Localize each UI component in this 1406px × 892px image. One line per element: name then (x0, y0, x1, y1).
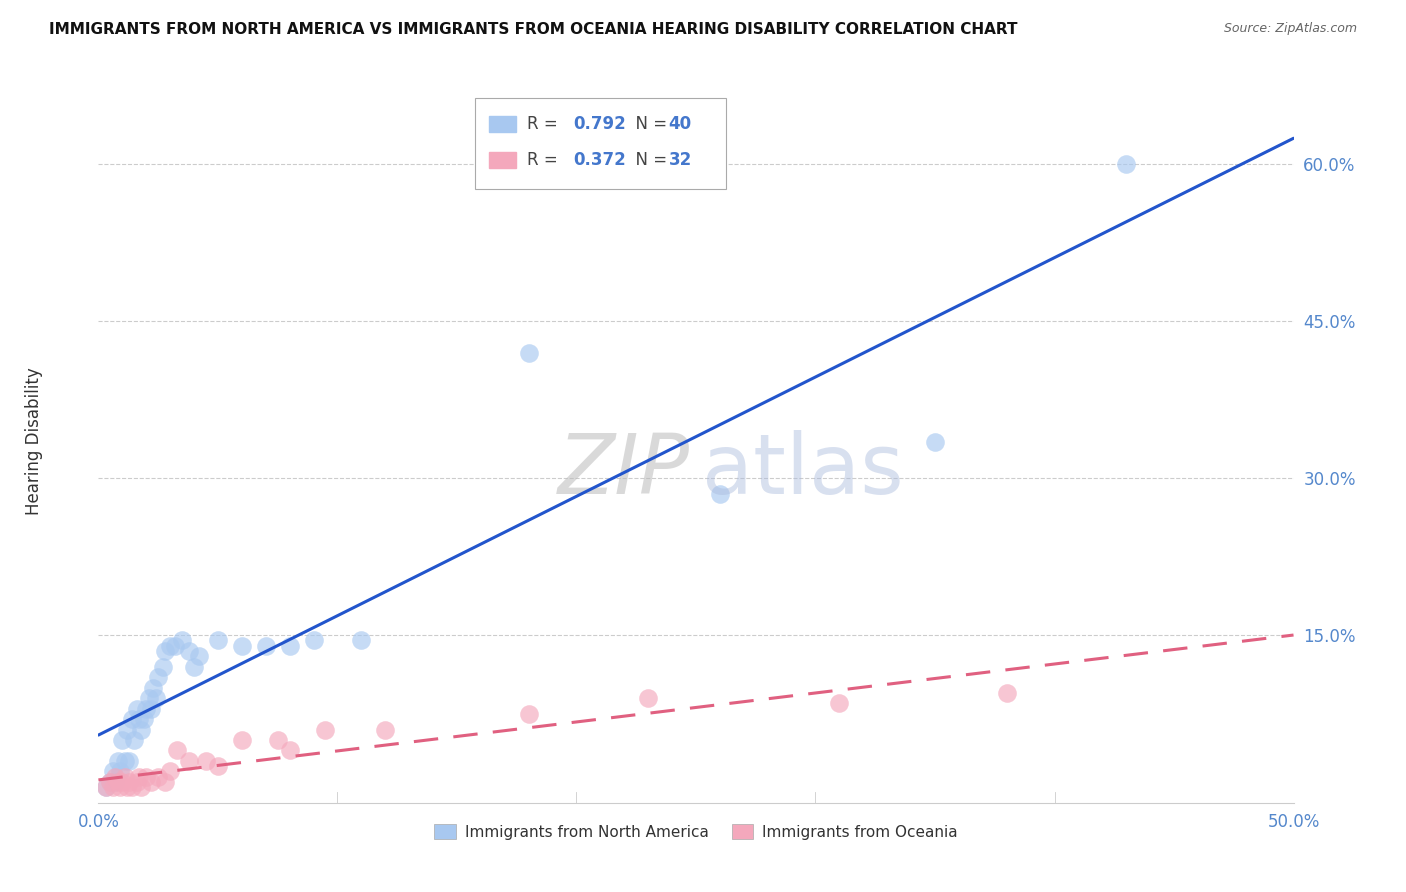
Point (104, 770, 127, 784)
Point (350, 633, 373, 648)
Point (108, 780, 131, 794)
Text: ZIP: ZIP (558, 430, 690, 511)
Point (187, 649, 209, 664)
Text: 0.372: 0.372 (572, 151, 626, 169)
Point (231, 733, 253, 747)
Point (159, 764, 181, 779)
Point (159, 639, 181, 653)
Point (104, 775, 127, 789)
Point (107, 754, 129, 768)
Point (108, 764, 131, 779)
Point (517, 706, 540, 721)
Point (115, 780, 138, 794)
Point (637, 691, 659, 706)
Point (139, 701, 162, 715)
Point (131, 780, 153, 794)
Point (1115, 157, 1137, 171)
Bar (489, 152, 516, 168)
Text: N =: N = (626, 151, 673, 169)
Text: 0.792: 0.792 (572, 115, 626, 133)
Point (995, 686, 1018, 700)
Point (101, 764, 124, 779)
Point (115, 723, 138, 737)
Point (302, 633, 325, 648)
Point (114, 770, 136, 784)
Point (111, 775, 134, 789)
Text: IMMIGRANTS FROM NORTH AMERICA VS IMMIGRANTS FROM OCEANIA HEARING DISABILITY CORR: IMMIGRANTS FROM NORTH AMERICA VS IMMIGRA… (49, 22, 1018, 37)
Point (139, 775, 162, 789)
Point (121, 780, 143, 794)
Text: 40: 40 (668, 115, 692, 133)
Point (135, 770, 157, 784)
Point (924, 434, 946, 449)
Point (94, 780, 117, 794)
Point (101, 780, 124, 794)
Point (163, 639, 186, 653)
FancyBboxPatch shape (475, 98, 725, 189)
Point (98, 775, 122, 789)
Point (128, 770, 150, 784)
Point (135, 701, 157, 715)
Point (118, 754, 141, 768)
Point (111, 733, 134, 747)
Point (145, 691, 167, 706)
Point (125, 775, 148, 789)
Point (172, 633, 194, 648)
Point (155, 644, 177, 658)
Y-axis label: Hearing Disability: Hearing Disability (25, 368, 42, 516)
Point (517, 345, 540, 359)
Text: N =: N = (626, 115, 673, 133)
Point (138, 691, 160, 706)
Point (107, 775, 129, 789)
Point (166, 743, 188, 757)
Point (98, 775, 122, 789)
Point (231, 639, 253, 653)
Point (155, 775, 177, 789)
Text: R =: R = (527, 151, 564, 169)
Point (179, 644, 201, 658)
Point (183, 659, 205, 673)
Point (828, 696, 851, 710)
Point (315, 723, 337, 737)
Text: 32: 32 (668, 151, 692, 169)
Text: Source: ZipAtlas.com: Source: ZipAtlas.com (1223, 22, 1357, 36)
Point (278, 639, 301, 653)
Point (374, 723, 396, 737)
Point (94, 780, 117, 794)
Point (207, 759, 229, 773)
Point (254, 639, 277, 653)
Point (195, 754, 218, 768)
Text: R =: R = (527, 115, 564, 133)
Point (131, 723, 153, 737)
Point (114, 754, 136, 768)
Point (118, 775, 141, 789)
Legend: Immigrants from North America, Immigrants from Oceania: Immigrants from North America, Immigrant… (427, 818, 965, 846)
Point (267, 733, 290, 747)
Point (148, 770, 170, 784)
Point (124, 733, 146, 747)
Point (709, 487, 731, 501)
Text: atlas: atlas (702, 430, 904, 511)
Bar (489, 116, 516, 132)
Point (207, 633, 229, 648)
Point (148, 670, 170, 684)
Point (142, 681, 165, 695)
Point (125, 701, 148, 715)
Point (152, 659, 174, 673)
Point (179, 754, 201, 768)
Point (121, 712, 143, 726)
Point (278, 743, 301, 757)
Point (128, 712, 150, 726)
Point (132, 712, 155, 726)
